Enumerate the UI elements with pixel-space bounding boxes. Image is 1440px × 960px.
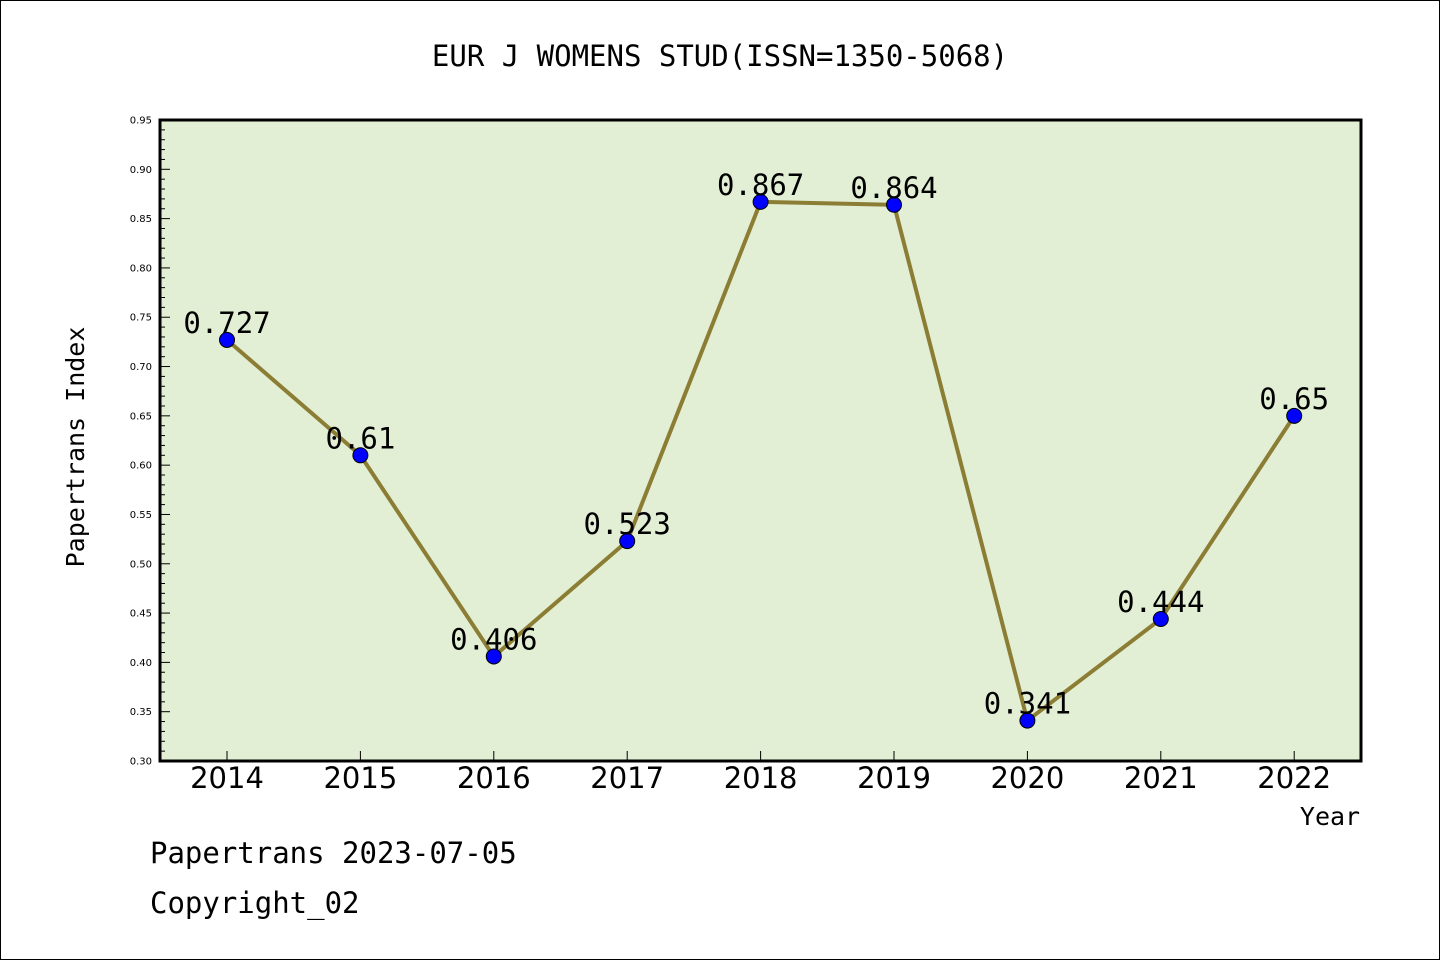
data-point bbox=[219, 331, 235, 348]
y-minor-ticks bbox=[160, 129, 165, 752]
data-point bbox=[1019, 712, 1036, 729]
y-tick-label: 0.80 bbox=[130, 263, 152, 274]
y-tick-label: 0.75 bbox=[130, 313, 152, 324]
y-tick-label: 0.45 bbox=[130, 609, 152, 620]
data-label: 0.864 bbox=[850, 171, 937, 205]
data-label: 0.61 bbox=[325, 421, 395, 455]
y-tick-label: 0.60 bbox=[130, 461, 152, 472]
data-point bbox=[619, 533, 636, 550]
data-points bbox=[219, 193, 1303, 729]
y-tick-label: 0.90 bbox=[130, 165, 152, 176]
x-axis-label: Year bbox=[1300, 802, 1360, 831]
data-labels: 0.727 0.61 0.406 0.523 0.867 0.864 0.341 0.444 0… bbox=[183, 168, 1329, 721]
y-axis: 0.30 0.35 0.40 0.45 0.50 0.55 0.60 0.65 0.70 0.75… bbox=[130, 116, 170, 768]
x-tick-label: 2017 bbox=[590, 761, 664, 795]
chart-title: EUR J WOMENS STUD(ISSN=1350-5068) bbox=[432, 39, 1008, 73]
data-point bbox=[352, 447, 369, 464]
y-tick-label: 0.40 bbox=[130, 658, 152, 669]
x-tick-label: 2022 bbox=[1257, 761, 1331, 795]
data-point bbox=[886, 196, 902, 213]
data-label: 0.406 bbox=[450, 622, 537, 656]
data-label: 0.523 bbox=[584, 507, 671, 541]
x-tick-label: 2018 bbox=[724, 761, 798, 795]
data-label: 0.65 bbox=[1259, 382, 1329, 416]
x-tick-label: 2020 bbox=[990, 761, 1064, 795]
x-axis: 2014 2015 2016 2017 2018 2019 2020 2021 2022 bbox=[190, 751, 1331, 795]
data-label: 0.444 bbox=[1117, 585, 1204, 619]
y-tick-label: 0.65 bbox=[130, 411, 152, 422]
y-tick-label: 0.30 bbox=[130, 757, 152, 768]
y-tick-label: 0.95 bbox=[130, 116, 152, 127]
footer-copyright: Copyright_02 bbox=[150, 886, 360, 920]
x-tick-label: 2014 bbox=[190, 761, 264, 795]
y-tick-label: 0.50 bbox=[130, 559, 152, 570]
plot-area bbox=[158, 118, 1363, 763]
x-tick-label: 2021 bbox=[1124, 761, 1198, 795]
x-tick-label: 2019 bbox=[857, 761, 931, 795]
x-tick-label: 2015 bbox=[323, 761, 397, 795]
data-label: 0.867 bbox=[717, 168, 804, 202]
data-point bbox=[485, 648, 502, 665]
data-point bbox=[752, 193, 769, 210]
y-tick-label: 0.55 bbox=[130, 510, 152, 521]
data-label: 0.341 bbox=[984, 687, 1071, 721]
y-tick-label: 0.35 bbox=[130, 707, 152, 718]
data-point bbox=[1152, 610, 1169, 627]
y-axis-label: Papertrans Index bbox=[61, 327, 90, 568]
data-point bbox=[1286, 407, 1303, 424]
data-label: 0.727 bbox=[183, 306, 270, 340]
y-tick-label: 0.85 bbox=[130, 214, 152, 225]
footer-date: Papertrans 2023-07-05 bbox=[150, 836, 517, 870]
y-tick-label: 0.70 bbox=[130, 362, 152, 373]
x-tick-label: 2016 bbox=[457, 761, 531, 795]
